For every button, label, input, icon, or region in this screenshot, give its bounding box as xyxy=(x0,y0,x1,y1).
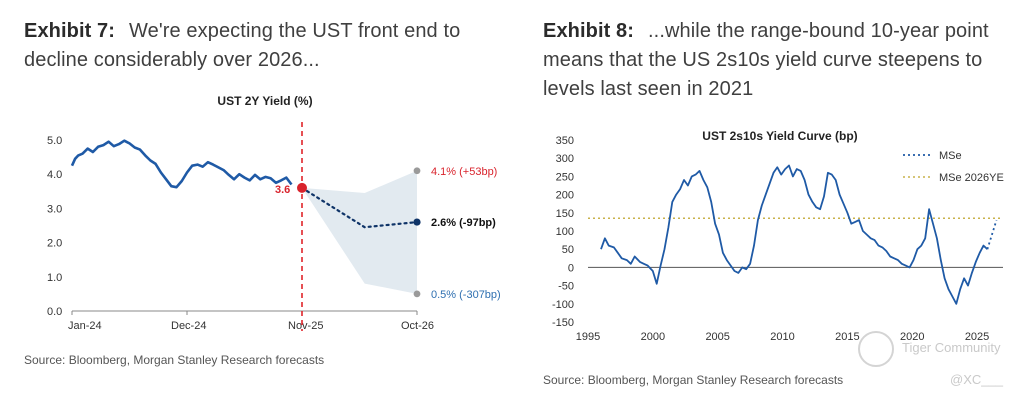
exhibit-8-source: Source: Bloomberg, Morgan Stanley Resear… xyxy=(543,373,844,387)
x-tick-label: Oct-26 xyxy=(401,320,434,332)
bull-case-point xyxy=(413,167,421,175)
base-case-point xyxy=(413,218,421,226)
exhibit-8-title: Exhibit 8: ...while the range-bound 10-ye… xyxy=(543,17,1013,104)
forecast-range-band xyxy=(302,170,417,294)
x-tick-label: Jan-24 xyxy=(68,320,102,332)
legend-mse-label: MSe xyxy=(939,150,962,162)
y-tick-label: 300 xyxy=(556,153,574,165)
exhibit-7-title: Exhibit 7: We're expecting the UST front … xyxy=(24,17,494,75)
y-tick-label: 0.0 xyxy=(47,306,62,318)
x-tick-label: Nov-25 xyxy=(288,320,323,332)
y-tick-label: -150 xyxy=(552,317,574,329)
y-tick-label: 350 xyxy=(556,135,574,147)
y-tick-label: 200 xyxy=(556,190,574,202)
forecast-line xyxy=(300,186,419,229)
exhibit-8-label: Exhibit 8: xyxy=(543,20,635,42)
forecast-start-point xyxy=(297,182,307,193)
x-tick-label: 2010 xyxy=(770,331,794,343)
x-tick-label: 2025 xyxy=(965,331,989,343)
watermark-handle: @XC___ xyxy=(950,372,1003,387)
y-tick-label: -50 xyxy=(558,281,574,293)
chart-7-ust-2y-yield: 0.0 1.0 2.0 3.0 4.0 5.0 Jan-24 Dec-24 Nov-25 Oct-… xyxy=(47,122,501,332)
bear-case-point xyxy=(413,290,421,298)
chart-8-title: UST 2s10s Yield Curve (bp) xyxy=(702,129,858,143)
base-case-label: 2.6% (-97bp) xyxy=(431,217,496,229)
y-tick-label: -100 xyxy=(552,299,574,311)
exhibit-7-label: Exhibit 7: xyxy=(24,20,116,42)
y-tick-label: 50 xyxy=(562,244,574,256)
tiger-logo-icon xyxy=(858,331,894,367)
x-tick-label: 1995 xyxy=(576,331,600,343)
watermark-brand: Tiger Community xyxy=(902,340,1001,355)
exhibit-8-title-text: ...while the range-bound 10-year point m… xyxy=(543,20,989,100)
history-line xyxy=(600,164,989,305)
forecast-line xyxy=(986,219,998,250)
legend-target-label: MSe 2026YE xyxy=(939,172,1004,184)
exhibit-7-source: Source: Bloomberg, Morgan Stanley Resear… xyxy=(24,353,325,367)
x-tick-label: 2005 xyxy=(705,331,729,343)
y-tick-label: 5.0 xyxy=(47,135,62,147)
bear-case-label: 0.5% (-307bp) xyxy=(431,289,501,301)
exhibit-7-title-text: We're expecting the UST front end to dec… xyxy=(24,20,461,71)
y-tick-label: 3.0 xyxy=(47,203,62,215)
x-tick-label: 2015 xyxy=(835,331,859,343)
x-tick-label: 2000 xyxy=(641,331,665,343)
y-tick-label: 2.0 xyxy=(47,238,62,250)
forecast-start-label: 3.6 xyxy=(275,184,290,196)
chart-7-title: UST 2Y Yield (%) xyxy=(217,94,313,108)
bull-case-label: 4.1% (+53bp) xyxy=(431,166,497,178)
x-tick-label: Dec-24 xyxy=(171,320,206,332)
y-tick-label: 100 xyxy=(556,226,574,238)
y-tick-label: 0 xyxy=(568,262,574,274)
x-tick-label: 2020 xyxy=(900,331,924,343)
y-tick-label: 250 xyxy=(556,171,574,183)
y-tick-label: 1.0 xyxy=(47,272,62,284)
history-line xyxy=(70,139,293,189)
y-tick-label: 150 xyxy=(556,208,574,220)
y-tick-label: 4.0 xyxy=(47,169,62,181)
